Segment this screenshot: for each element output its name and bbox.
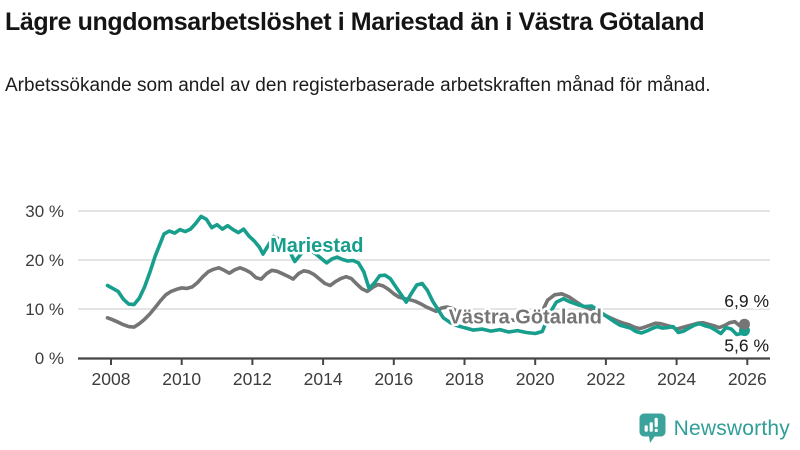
y-axis-tick-label: 0 % — [35, 349, 64, 368]
x-axis-tick-label: 2012 — [233, 369, 272, 389]
x-axis-tick-label: 2018 — [445, 369, 484, 389]
y-axis-tick-label: 20 % — [25, 251, 64, 270]
logo-exclamation-bar — [654, 417, 658, 428]
series-label-mariestad: Mariestad — [270, 235, 363, 257]
x-axis-tick-label: 2022 — [586, 369, 625, 389]
series-label-vastra-gotaland: Västra Götaland — [449, 307, 602, 329]
newsworthy-logo-text: Newsworthy — [673, 416, 790, 440]
x-axis-tick-label: 2024 — [657, 369, 696, 389]
end-dot-vastra-gotaland — [738, 318, 750, 330]
end-value-label-mariestad: 5,6 % — [724, 336, 769, 356]
x-axis-tick-label: 2014 — [304, 369, 343, 389]
x-axis-tick-label: 2026 — [728, 369, 767, 389]
y-axis-tick-label: 10 % — [25, 300, 64, 319]
x-axis-tick-label: 2008 — [92, 369, 131, 389]
logo-exclamation-dot — [654, 428, 658, 432]
x-axis-tick-label: 2010 — [162, 369, 201, 389]
newsworthy-logo-icon — [639, 413, 666, 443]
y-axis-tick-label: 30 % — [25, 202, 64, 221]
series-line-mariestad — [105, 214, 747, 337]
series-line-vastra-gotaland — [105, 265, 747, 331]
end-value-label-vastra-gotaland: 6,9 % — [724, 291, 769, 311]
chart-subtitle: Arbetssökande som andel av den registerb… — [5, 74, 711, 96]
x-axis-tick-label: 2020 — [516, 369, 555, 389]
logo-bar-medium — [649, 422, 653, 432]
logo-bar-short — [644, 425, 648, 432]
chart-title: Lägre ungdomsarbetslöshet i Mariestad än… — [5, 8, 705, 36]
newsworthy-branding: Newsworthy — [639, 413, 790, 444]
unemployment-line-chart: 0 % 10 % 20 % 30 % 2008 2010 2012 2014 2016 2018 2… — [25, 202, 771, 389]
x-axis-tick-label: 2016 — [374, 369, 413, 389]
